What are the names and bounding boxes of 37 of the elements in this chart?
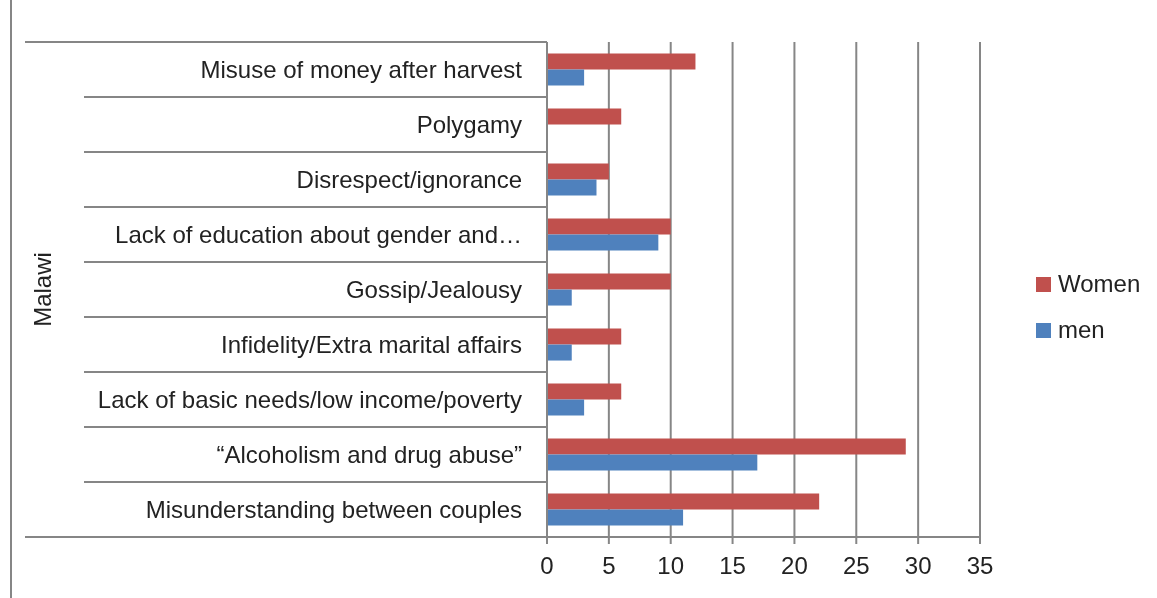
- bar: [547, 234, 659, 251]
- bar: [547, 273, 671, 290]
- bar: [547, 289, 572, 306]
- bar: [547, 163, 609, 180]
- bar: [547, 493, 820, 510]
- bar: [547, 179, 597, 196]
- bar: [547, 328, 622, 345]
- legend-label: Women: [1058, 270, 1141, 298]
- y-tick-label: Gossip/Jealousy: [345, 275, 522, 303]
- x-tick-label: 20: [781, 552, 808, 580]
- bar: [547, 53, 696, 70]
- bar: [547, 69, 585, 86]
- y-axis-title: Malawi: [28, 252, 56, 327]
- y-tick-label: Disrespect/ignorance: [296, 165, 522, 193]
- x-tick-label: 10: [657, 552, 685, 580]
- x-tick-label: 15: [719, 552, 746, 580]
- bar: [547, 438, 906, 455]
- bar: [547, 399, 585, 416]
- y-tick-label: Misuse of money after harvest: [200, 55, 523, 83]
- y-tick-label: “Alcoholism and drug abuse”: [216, 440, 522, 468]
- y-tick-label: Infidelity/Extra marital affairs: [221, 330, 522, 358]
- x-tick-label: 35: [966, 552, 994, 580]
- bar: [547, 454, 758, 471]
- bar: [547, 108, 622, 125]
- x-tick-label: 0: [540, 552, 554, 580]
- y-tick-label: Misunderstanding between couples: [145, 495, 522, 523]
- y-tick-label: Polygamy: [416, 110, 522, 138]
- bar: [547, 218, 671, 235]
- y-tick-label: Lack of education about gender and…: [115, 220, 522, 248]
- x-tick-label: 5: [602, 552, 616, 580]
- x-tick-label: 25: [842, 552, 870, 580]
- bar: [547, 344, 572, 361]
- bar: [547, 509, 684, 526]
- y-tick-label: Lack of basic needs/low income/poverty: [97, 385, 522, 413]
- x-tick-label: 30: [904, 552, 932, 580]
- legend-label: men: [1058, 316, 1105, 344]
- bar: [547, 383, 622, 400]
